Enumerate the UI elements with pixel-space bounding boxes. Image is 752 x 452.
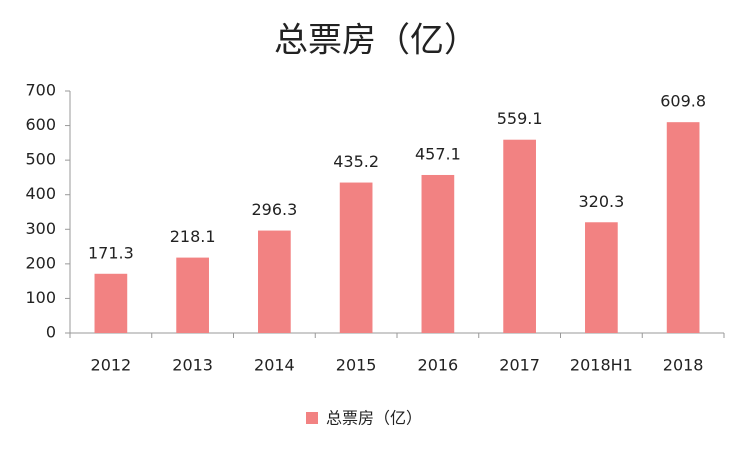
x-tick-label: 2018H1: [570, 356, 633, 375]
x-tick-label: 2012: [91, 356, 132, 375]
x-tick-label: 2017: [499, 356, 540, 375]
data-label: 609.8: [660, 92, 706, 111]
data-label: 457.1: [415, 144, 461, 163]
y-tick-label: 400: [25, 184, 56, 203]
bar: [258, 230, 291, 333]
x-tick-label: 2013: [172, 356, 213, 375]
y-tick-label: 200: [25, 253, 56, 272]
data-label: 320.3: [578, 192, 624, 211]
bar: [666, 122, 700, 333]
y-tick-label: 700: [25, 81, 56, 100]
data-label: 559.1: [497, 109, 543, 128]
bar: [176, 257, 209, 333]
bar: [421, 174, 455, 333]
y-tick-label: 100: [25, 288, 56, 307]
data-label: 296.3: [251, 200, 297, 219]
bar: [339, 182, 373, 333]
data-label: 171.3: [88, 243, 134, 262]
bar: [94, 273, 128, 333]
x-tick-label: 2016: [418, 356, 459, 375]
x-tick-label: 2015: [336, 356, 377, 375]
data-label: 218.1: [170, 227, 216, 246]
legend-swatch: [306, 412, 318, 424]
x-tick-label: 2018: [663, 356, 704, 375]
y-tick-label: 500: [25, 150, 56, 169]
y-tick-label: 600: [25, 115, 56, 134]
y-tick-label: 0: [46, 323, 56, 342]
bar: [503, 139, 536, 333]
y-tick-label: 300: [25, 219, 56, 238]
x-tick-label: 2014: [254, 356, 295, 375]
legend-label: 总票房（亿）: [326, 409, 422, 428]
bar: [585, 222, 618, 333]
data-label: 435.2: [333, 152, 379, 171]
chart-title: 总票房（亿）: [274, 21, 478, 61]
